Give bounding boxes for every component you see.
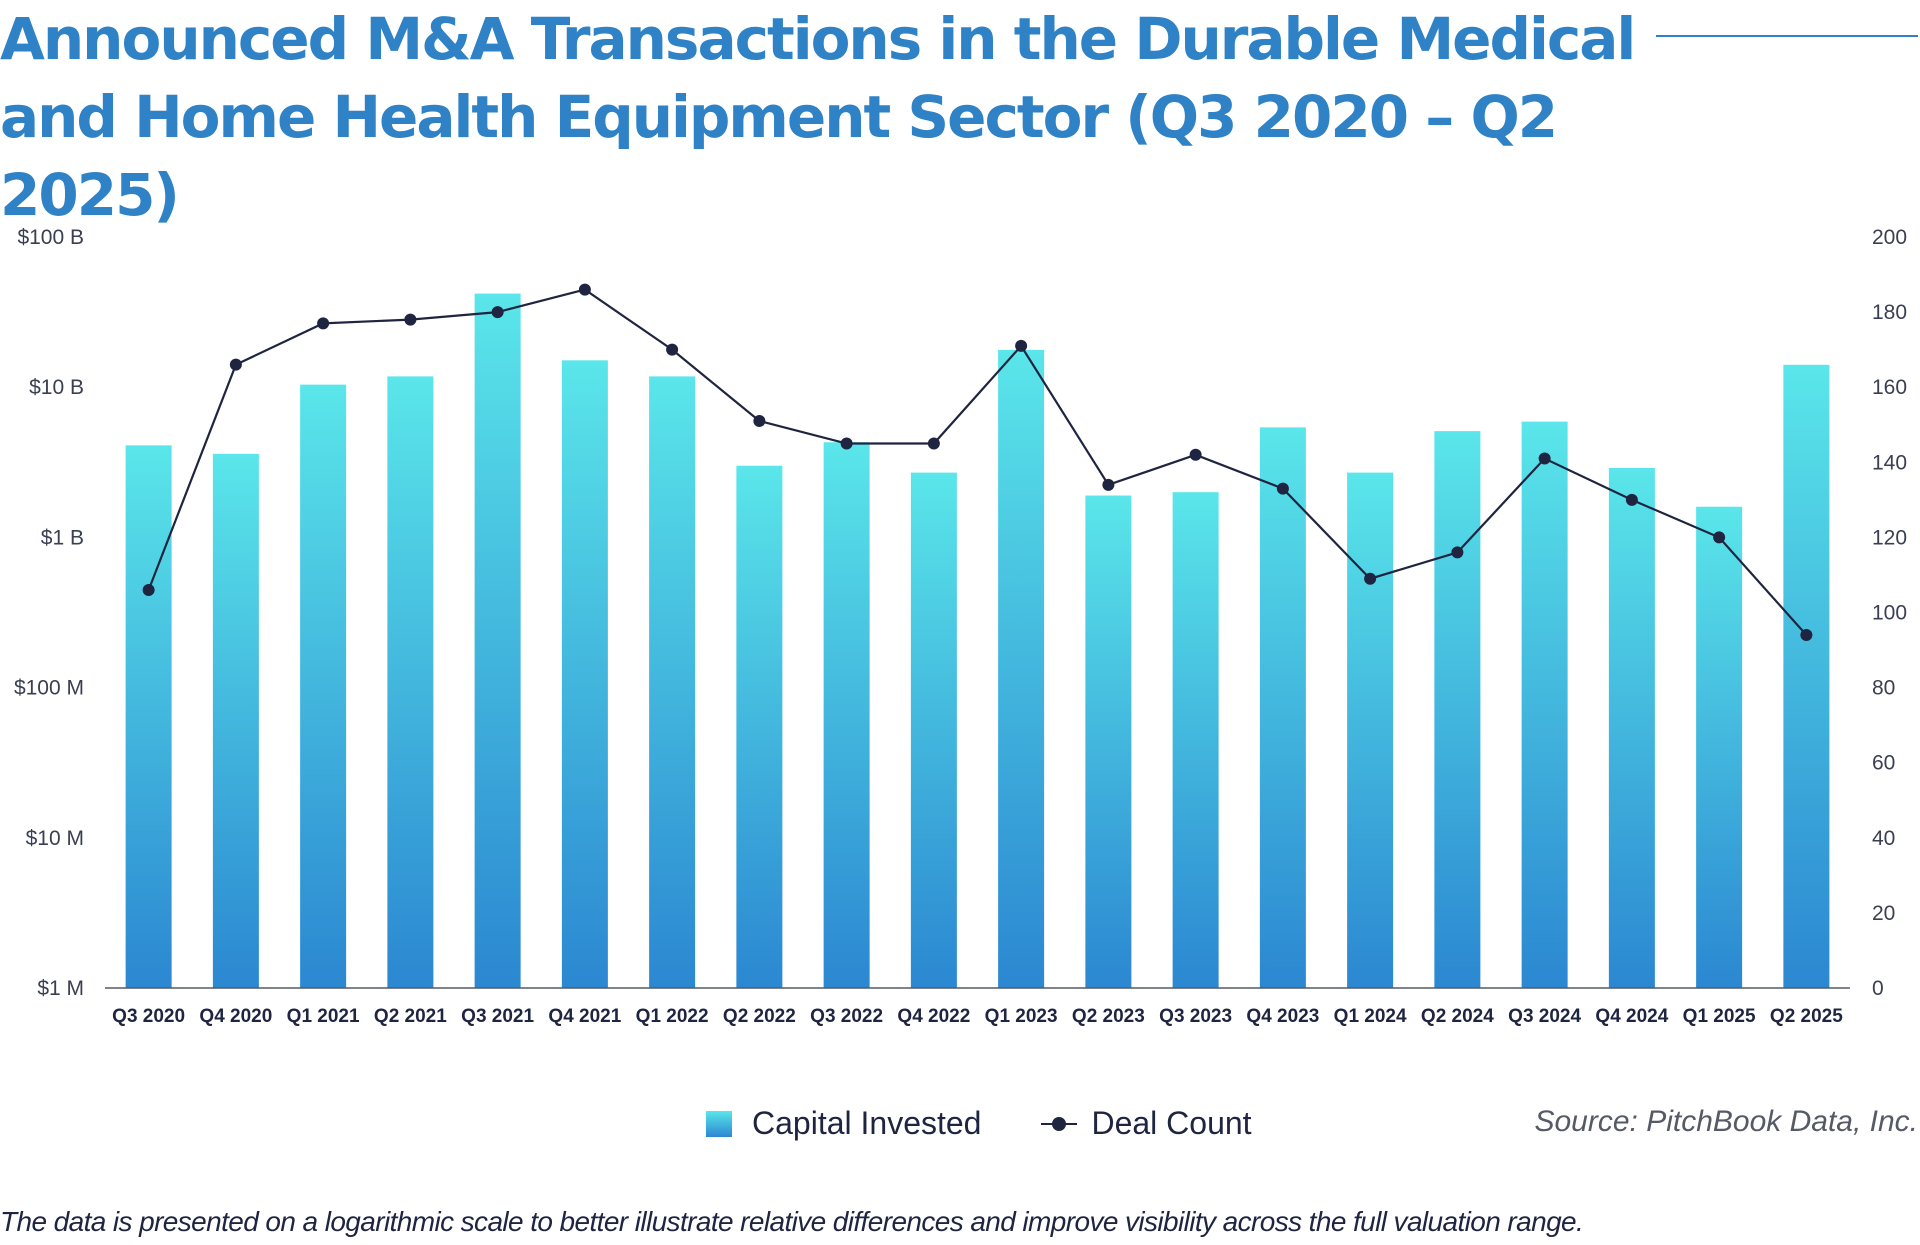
bar-capital-invested[interactable] xyxy=(1259,427,1306,988)
legend-item-capital[interactable]: Capital Invested xyxy=(706,1105,981,1142)
y2-tick-label: 80 xyxy=(1872,677,1895,700)
x-tick-label: Q4 2020 xyxy=(199,1006,272,1027)
deal-count-point[interactable] xyxy=(1102,478,1115,491)
bar-capital-invested[interactable] xyxy=(736,465,783,988)
deal-count-point[interactable] xyxy=(404,313,417,326)
deal-count-point[interactable] xyxy=(1625,493,1638,506)
y2-tick-label: 140 xyxy=(1872,451,1907,474)
x-tick-label: Q1 2025 xyxy=(1683,1006,1756,1027)
deal-count-line xyxy=(147,288,1808,636)
y-tick-label: $1 M xyxy=(37,977,84,1000)
bar-capital-invested[interactable] xyxy=(1085,495,1132,988)
y-axis-left: $1 M $10 M $100 M $1 B $10 B $100 B xyxy=(14,226,84,1000)
bar-capital-invested[interactable] xyxy=(1696,506,1743,988)
bar-capital-invested[interactable] xyxy=(1521,421,1568,988)
y-tick-label: $1 B xyxy=(41,526,84,549)
legend-label: Capital Invested xyxy=(752,1105,982,1141)
x-tick-label: Q4 2023 xyxy=(1246,1006,1319,1027)
x-tick-label: Q4 2021 xyxy=(548,1006,621,1027)
gradient-square-icon xyxy=(706,1110,732,1137)
bar-capital-invested[interactable] xyxy=(1783,364,1830,988)
x-tick-label: Q2 2023 xyxy=(1072,1006,1145,1027)
y-tick-label: $100 M xyxy=(14,677,84,700)
deal-count-point[interactable] xyxy=(1800,629,1813,642)
bar-capital-invested[interactable] xyxy=(998,349,1045,988)
bar-capital-invested[interactable] xyxy=(1347,472,1394,989)
bar-capital-invested[interactable] xyxy=(212,453,259,988)
x-tick-label: Q4 2022 xyxy=(897,1006,970,1027)
deal-count-point[interactable] xyxy=(1451,546,1464,559)
y2-tick-label: 100 xyxy=(1872,602,1907,625)
x-tick-label: Q2 2022 xyxy=(723,1006,796,1027)
bar-capital-invested[interactable] xyxy=(125,445,172,988)
y2-tick-label: 180 xyxy=(1872,301,1907,324)
deal-count-point[interactable] xyxy=(1538,452,1551,465)
title-divider xyxy=(1656,35,1918,37)
source-note: Source: PitchBook Data, Inc. xyxy=(1534,1105,1918,1138)
bar-capital-invested[interactable] xyxy=(387,376,434,988)
bar-capital-invested[interactable] xyxy=(561,360,608,989)
deal-count-point[interactable] xyxy=(753,414,766,427)
bar-series xyxy=(125,293,1830,989)
y2-tick-label: 160 xyxy=(1872,376,1907,399)
line-dot-icon xyxy=(1041,1116,1078,1131)
y2-tick-label: 20 xyxy=(1872,902,1895,925)
deal-count-point[interactable] xyxy=(1713,531,1726,544)
x-tick-label: Q3 2021 xyxy=(461,1006,534,1027)
y2-tick-label: 60 xyxy=(1872,752,1895,775)
deal-count-point[interactable] xyxy=(142,583,155,596)
y-tick-label: $10 B xyxy=(29,376,84,399)
deal-count-point[interactable] xyxy=(927,437,940,450)
y2-tick-label: 200 xyxy=(1872,226,1907,249)
x-tick-label: Q1 2023 xyxy=(985,1006,1058,1027)
deal-count-point[interactable] xyxy=(317,317,330,330)
x-tick-label: Q3 2022 xyxy=(810,1006,883,1027)
deal-count-point[interactable] xyxy=(666,343,679,356)
y2-tick-label: 40 xyxy=(1872,827,1895,850)
y-axis-right: 0 20 40 60 80 100 120 140 160 180 200 xyxy=(1872,226,1907,1000)
bar-capital-invested[interactable] xyxy=(910,472,957,989)
x-tick-label: Q2 2025 xyxy=(1770,1006,1843,1027)
deal-count-point[interactable] xyxy=(840,437,853,450)
y2-tick-label: 0 xyxy=(1872,977,1884,1000)
line-series xyxy=(142,283,1813,642)
bar-capital-invested[interactable] xyxy=(1434,431,1481,989)
deal-count-point[interactable] xyxy=(1189,448,1202,461)
deal-count-point[interactable] xyxy=(1015,339,1028,352)
x-axis: Q3 2020 Q4 2020 Q1 2021 Q2 2021 Q3 2021 Q4 20… xyxy=(112,1006,1843,1027)
x-tick-label: Q3 2024 xyxy=(1508,1006,1581,1027)
legend-item-deal-count[interactable]: Deal Count xyxy=(981,1105,1252,1142)
x-tick-label: Q2 2021 xyxy=(374,1006,447,1027)
chart-title: Announced M&A Transactions in the Durabl… xyxy=(0,5,1636,229)
chart-area: $1 M $10 M $100 M $1 B $10 B $100 B 0 20 40 60 80… xyxy=(14,226,1907,1027)
deal-count-point[interactable] xyxy=(578,283,591,296)
bar-capital-invested[interactable] xyxy=(1608,467,1655,988)
deal-count-point[interactable] xyxy=(229,358,242,371)
bar-capital-invested[interactable] xyxy=(300,384,347,988)
bar-capital-invested[interactable] xyxy=(823,442,870,988)
deal-count-point[interactable] xyxy=(1364,572,1377,585)
deal-count-point[interactable] xyxy=(491,306,504,319)
deal-count-point[interactable] xyxy=(1276,482,1289,495)
x-tick-label: Q1 2022 xyxy=(636,1006,709,1027)
y2-tick-label: 120 xyxy=(1872,526,1907,549)
x-tick-label: Q3 2023 xyxy=(1159,1006,1232,1027)
bar-capital-invested[interactable] xyxy=(474,293,521,988)
x-tick-label: Q4 2024 xyxy=(1595,1006,1668,1027)
x-tick-label: Q1 2021 xyxy=(287,1006,360,1027)
x-tick-label: Q3 2020 xyxy=(112,1006,185,1027)
y-tick-label: $100 B xyxy=(17,226,84,249)
x-tick-label: Q1 2024 xyxy=(1334,1006,1407,1027)
footnote: The data is presented on a logarithmic s… xyxy=(0,1206,1584,1237)
bar-capital-invested[interactable] xyxy=(649,376,696,988)
legend-label: Deal Count xyxy=(1091,1105,1252,1141)
bar-capital-invested[interactable] xyxy=(1172,492,1219,988)
legend: Capital Invested Deal Count xyxy=(706,1105,1252,1142)
y-tick-label: $10 M xyxy=(26,827,84,850)
x-tick-label: Q2 2024 xyxy=(1421,1006,1494,1027)
